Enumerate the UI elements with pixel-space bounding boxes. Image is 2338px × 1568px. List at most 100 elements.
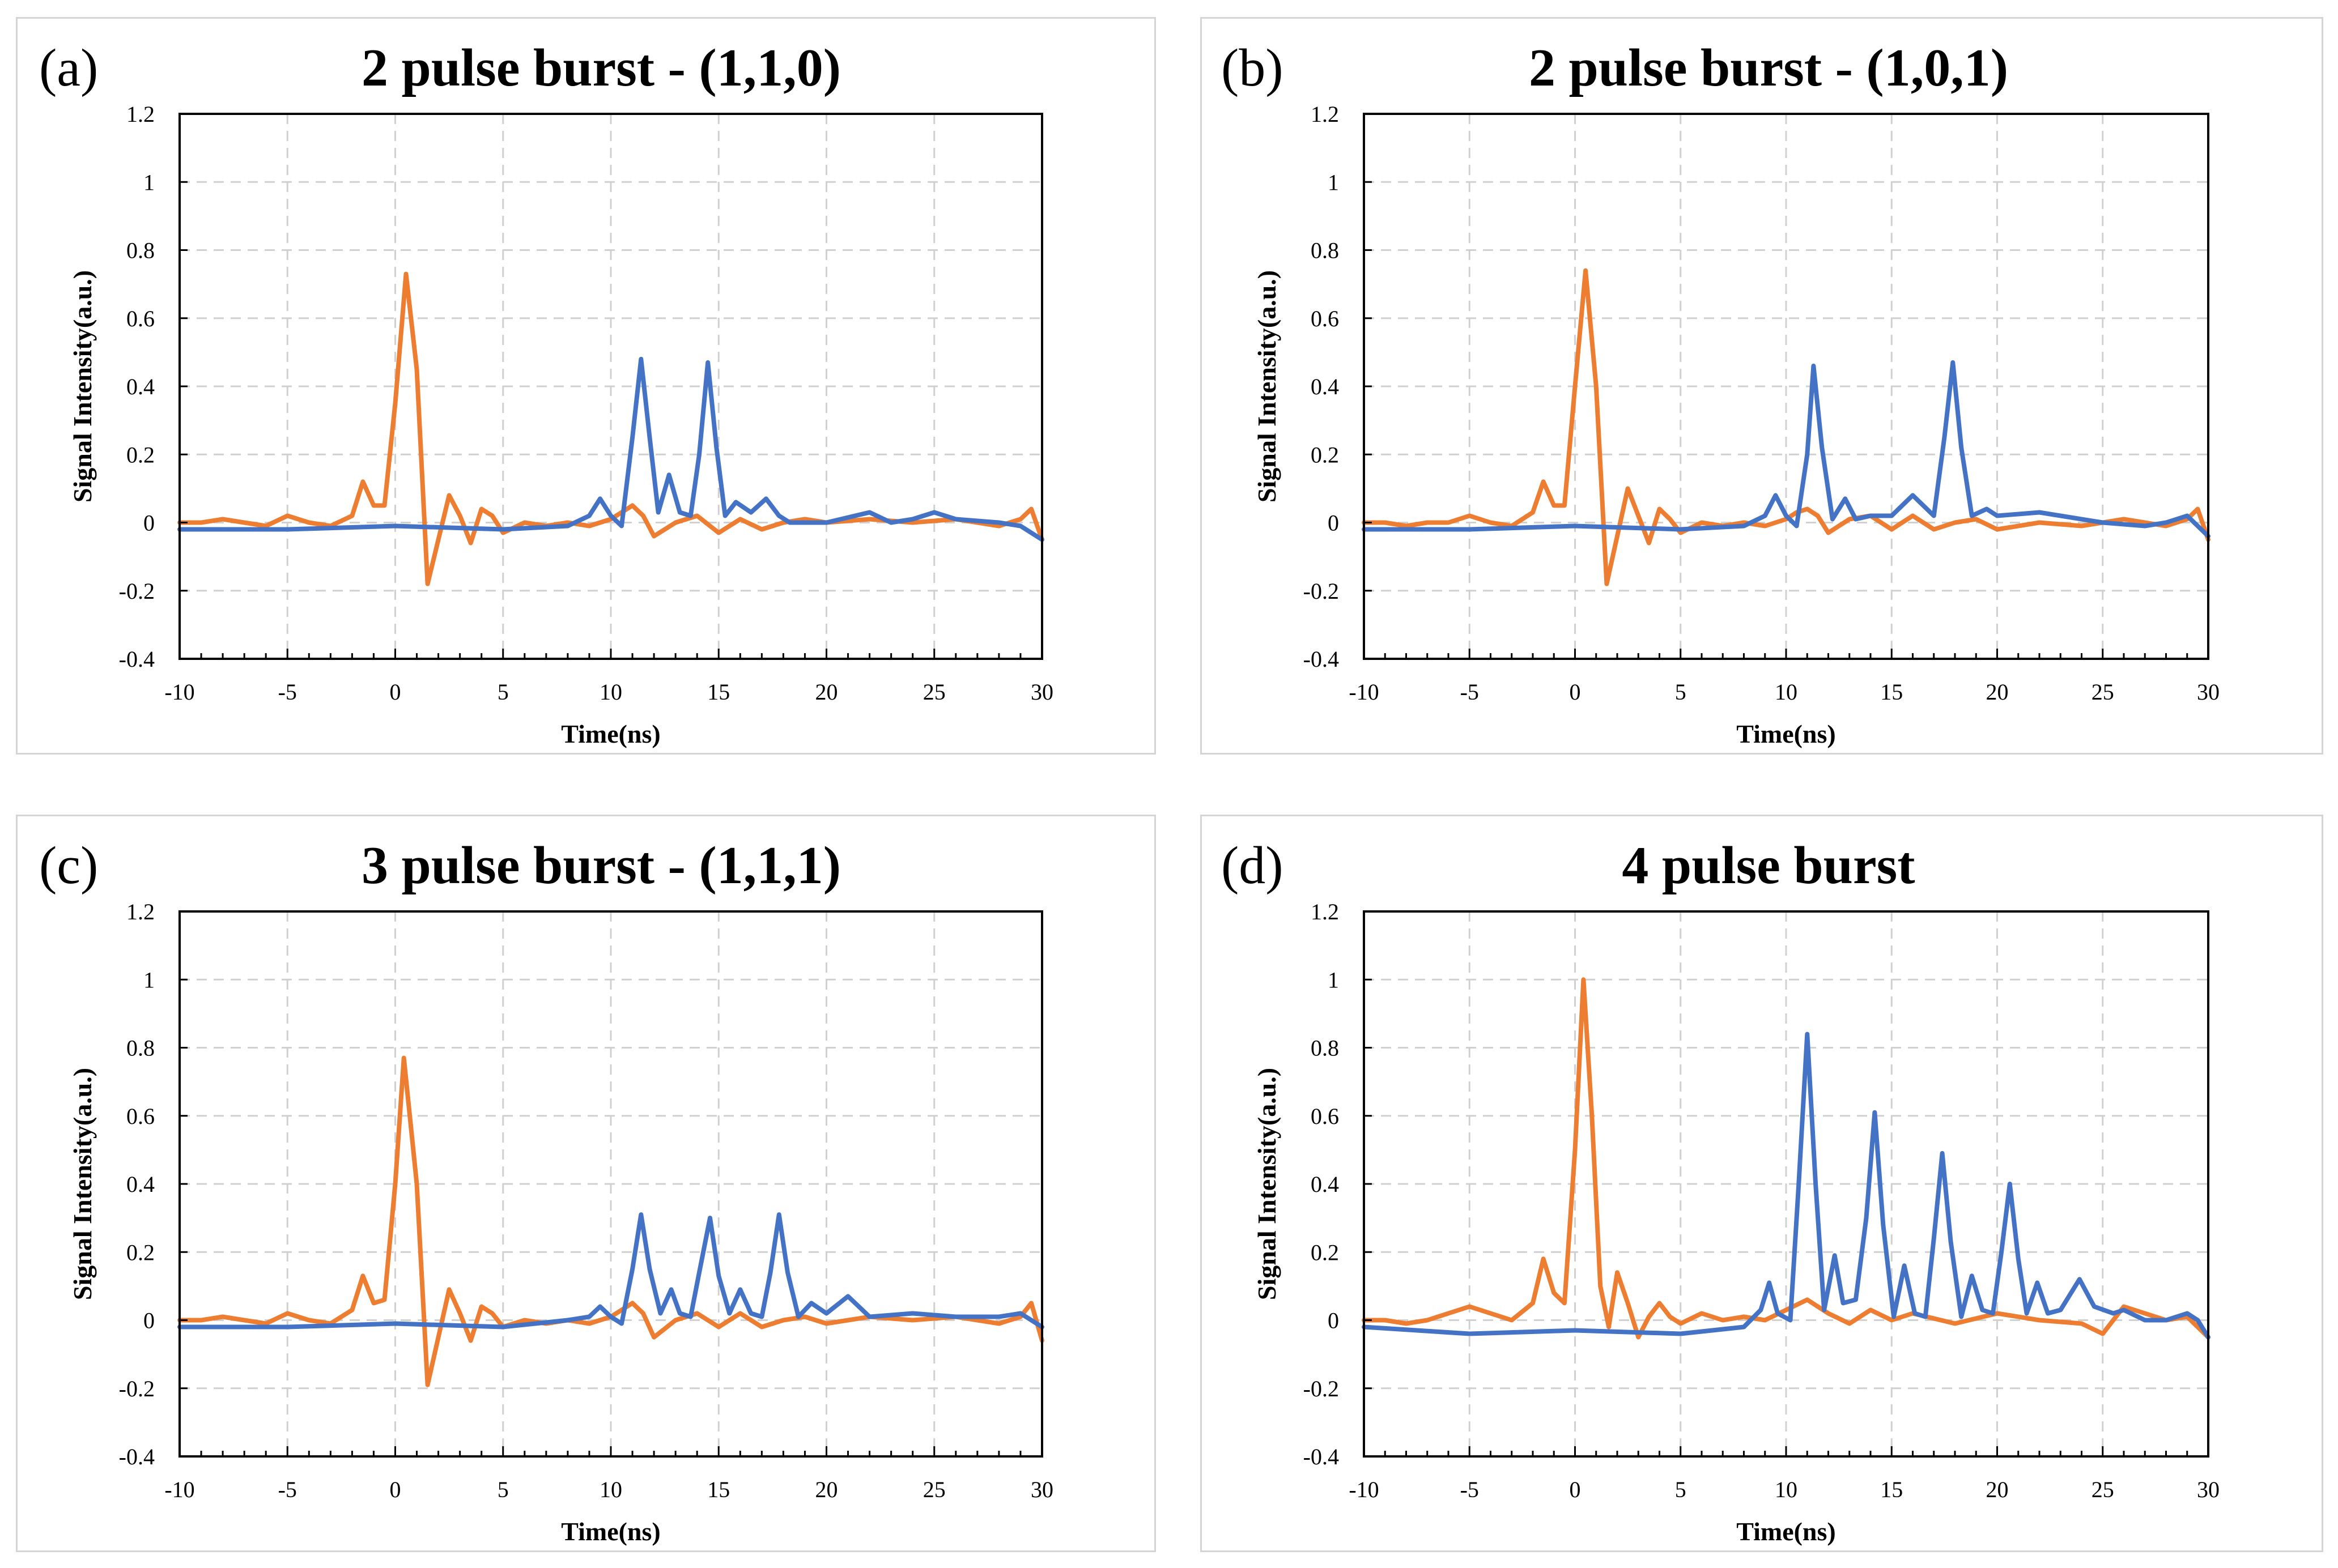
series-line-1: [1362, 977, 2211, 1340]
x-tick-label: 25: [923, 679, 946, 705]
y-tick-label: 1.2: [1311, 899, 1339, 924]
x-tick-label: 30: [1031, 679, 1053, 705]
y-tick-label: 1: [1328, 169, 1339, 195]
y-tick-label: 0.2: [1311, 442, 1339, 467]
y-tick-label: -0.2: [119, 1376, 155, 1401]
x-tick-label: -10: [1349, 1477, 1379, 1502]
y-tick-label: 0.4: [1311, 374, 1339, 399]
x-tick-label: 0: [1570, 1477, 1581, 1502]
panel-tag: (b): [1221, 39, 1283, 97]
y-tick-label: 0.8: [1311, 238, 1339, 263]
chart-svg-b: (b) 2 pulse burst - (1,0,1)-10 -5 0 5 10 15 20 2…: [1221, 39, 2220, 748]
x-tick-label: 15: [1880, 679, 1903, 705]
chart-svg-c: (c) 3 pulse burst - (1,1,1) -10 -5 0 5 10 15 20 2…: [39, 836, 1053, 1546]
x-tick-label: -5: [278, 1477, 297, 1502]
chart-panel-a: (a) 2 pulse burst - (1,1,0) -10 -5 0 5 10 15 20 2…: [16, 17, 1156, 755]
x-tick-label: 20: [815, 1477, 838, 1502]
series-line-2: [177, 1212, 1044, 1330]
y-tick-label: 0.6: [1311, 306, 1339, 331]
y-tick-label: 1.2: [126, 101, 155, 127]
y-tick-label: 0: [1328, 510, 1339, 536]
x-tick-label: 25: [923, 1477, 946, 1502]
y-axis-label: Signal Intensity(a.u.): [1252, 270, 1281, 502]
y-tick-label: 0: [1328, 1308, 1339, 1333]
chart-svg-a: (a) 2 pulse burst - (1,1,0)-10 -5 0 5 10 15 20 2…: [39, 39, 1053, 748]
chart-svg-d: (d) 4 pulse burst-10 -5 0 5 10 15 20 25 30-0.4-0.…: [1221, 836, 2220, 1546]
y-tick-label: 0.4: [126, 1171, 155, 1197]
chart-panel-c: (c) 3 pulse burst - (1,1,1) -10 -5 0 5 10 15 20 2…: [16, 815, 1156, 1552]
y-tick-label: 0.8: [126, 238, 155, 263]
y-tick-label: 0.4: [126, 374, 155, 399]
y-tick-label: -0.4: [119, 1444, 155, 1469]
y-tick-label: 1: [143, 169, 155, 195]
x-axis-label: Time(ns): [561, 1517, 661, 1546]
x-tick-label: -10: [164, 1477, 194, 1502]
series-line-2: [1362, 1032, 2211, 1340]
y-tick-label: -0.2: [119, 578, 155, 604]
y-tick-label: 0.4: [1311, 1171, 1339, 1197]
y-tick-label: -0.2: [1303, 578, 1339, 604]
x-tick-label: 10: [1775, 1477, 1797, 1502]
y-tick-label: 0.2: [1311, 1239, 1339, 1265]
x-tick-label: 15: [1880, 1477, 1903, 1502]
chart-panel-d: (d) 4 pulse burst -10 -5 0 5 10 15 20 25 30 -0.4 -0.…: [1200, 815, 2323, 1552]
x-tick-label: 5: [498, 679, 509, 705]
y-tick-label: 1: [1328, 967, 1339, 992]
y-tick-label: -0.2: [1303, 1376, 1339, 1401]
y-tick-label: 0.2: [126, 1239, 155, 1265]
x-tick-label: 20: [1986, 679, 2009, 705]
chart-title: 3 pulse burst - (1,1,1): [362, 836, 841, 895]
y-tick-label: 0: [143, 510, 155, 536]
panel-tag: (d): [1221, 836, 1283, 895]
y-axis-label: Signal Intensity(a.u.): [68, 1068, 97, 1300]
x-tick-label: 0: [390, 679, 401, 705]
y-tick-label: -0.4: [1303, 1444, 1339, 1469]
panel-tag: (c): [39, 836, 98, 895]
x-tick-label: -5: [278, 679, 297, 705]
y-tick-label: 0: [143, 1308, 155, 1333]
y-tick-label: 1: [143, 967, 155, 992]
y-tick-label: 1.2: [1311, 101, 1339, 127]
y-tick-label: 0.8: [126, 1036, 155, 1061]
y-tick-label: 0.6: [126, 306, 155, 331]
chart-panel-b: (b) 2 pulse burst - (1,0,1) -10 -5 0 5 10 15 20 2…: [1200, 17, 2323, 755]
series-line-1: [177, 1055, 1044, 1387]
y-axis-label: Signal Intensity(a.u.): [1252, 1068, 1281, 1300]
y-tick-label: 0.6: [1311, 1103, 1339, 1129]
x-tick-label: 5: [1675, 1477, 1686, 1502]
x-tick-label: 10: [600, 1477, 622, 1502]
y-tick-label: 0.2: [126, 442, 155, 467]
x-tick-label: -10: [1349, 679, 1379, 705]
x-tick-label: 30: [1031, 1477, 1053, 1502]
x-tick-label: 30: [2197, 679, 2220, 705]
y-tick-label: 0.6: [126, 1103, 155, 1129]
chart-title: 2 pulse burst - (1,0,1): [1529, 39, 2008, 97]
y-tick-label: 1.2: [126, 899, 155, 924]
y-tick-label: 0.8: [1311, 1036, 1339, 1061]
x-tick-label: 30: [2197, 1477, 2220, 1502]
x-tick-label: 20: [1986, 1477, 2009, 1502]
chart-title: 4 pulse burst: [1622, 836, 1915, 895]
panel-tag: (a): [39, 39, 98, 97]
x-tick-label: 0: [1570, 679, 1581, 705]
x-axis-label: Time(ns): [1736, 1517, 1836, 1546]
x-tick-label: 5: [1675, 679, 1686, 705]
x-tick-label: 15: [707, 1477, 730, 1502]
series-line-2: [1362, 360, 2211, 539]
x-tick-label: 10: [600, 679, 622, 705]
x-tick-label: -10: [164, 679, 194, 705]
y-tick-label: -0.4: [119, 646, 155, 672]
series-line-2: [177, 356, 1044, 542]
chart-title: 2 pulse burst - (1,1,0): [362, 39, 841, 97]
x-tick-label: 10: [1775, 679, 1797, 705]
x-tick-label: 20: [815, 679, 838, 705]
x-tick-label: -5: [1460, 1477, 1479, 1502]
x-tick-label: 25: [2092, 679, 2114, 705]
y-tick-label: -0.4: [1303, 646, 1339, 672]
x-tick-label: 15: [707, 679, 730, 705]
x-tick-label: 25: [2092, 1477, 2114, 1502]
x-axis-label: Time(ns): [561, 719, 661, 748]
x-axis-label: Time(ns): [1736, 719, 1836, 748]
x-tick-label: 5: [498, 1477, 509, 1502]
y-axis-label: Signal Intensity(a.u.): [68, 270, 97, 502]
